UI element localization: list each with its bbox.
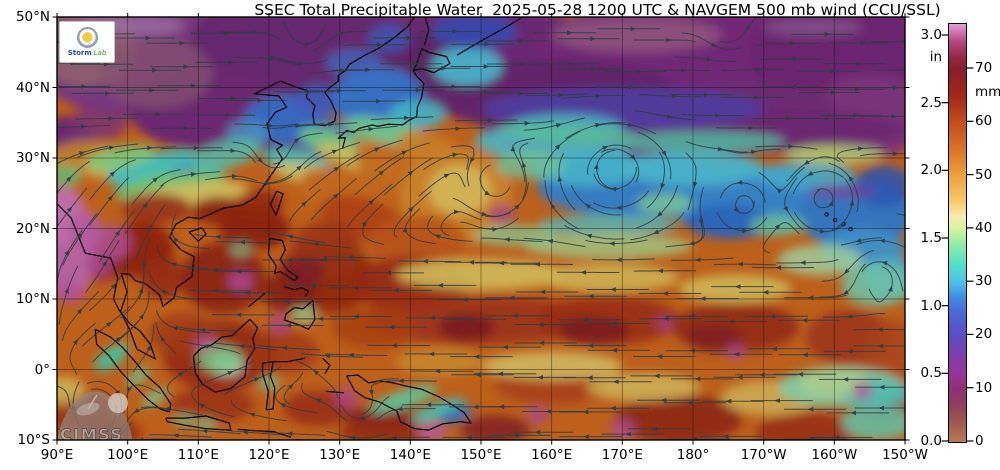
colorbar-in-tick-label: 1.5 bbox=[920, 230, 942, 246]
coastline-borneo bbox=[192, 318, 259, 393]
x-tick-label: 180° bbox=[676, 447, 710, 463]
y-tick-label: 40°N bbox=[15, 79, 50, 96]
x-tick-label: 150°E bbox=[460, 447, 502, 463]
storm-lab-text: Storm Lab bbox=[68, 50, 107, 57]
coastline-visayas bbox=[283, 285, 310, 298]
coastline-mindanao bbox=[283, 299, 316, 330]
x-tick-label: 160°W bbox=[811, 447, 858, 463]
y-tick-label: 10°S bbox=[17, 432, 51, 448]
x-tick-label: 90°E bbox=[40, 447, 74, 463]
colorbar-mm-tick-label: 60 bbox=[975, 113, 993, 130]
coastline-seram bbox=[326, 390, 344, 394]
coastline-halmahera bbox=[322, 357, 331, 375]
coastline-java bbox=[165, 415, 232, 431]
colorbar-in-tick-label: 1.0 bbox=[920, 297, 942, 314]
coastline-japan bbox=[337, 48, 451, 149]
x-tick-label: 100°E bbox=[107, 447, 149, 463]
colorbar-in-tick-label: 2.0 bbox=[920, 162, 942, 179]
island-point bbox=[848, 227, 853, 232]
y-tick-label: 50°N bbox=[15, 9, 50, 25]
university-seal-icon bbox=[76, 27, 98, 48]
colorbar-in-tick-label: 0.5 bbox=[920, 365, 942, 382]
island-point bbox=[824, 212, 829, 217]
x-tick-label: 170°W bbox=[740, 447, 787, 463]
colorbar-in-tick-label: 2.5 bbox=[920, 94, 942, 111]
cimss-watermark-text: CIMSS bbox=[60, 425, 123, 444]
tpw-field: CIMSS bbox=[57, 17, 905, 444]
coastline-palawan bbox=[248, 292, 266, 308]
x-tick-label: 110°E bbox=[177, 447, 219, 463]
y-tick-label: 20°N bbox=[15, 220, 50, 237]
x-tick-label: 150°W bbox=[882, 447, 928, 463]
colorbar-mm-tick-label: 70 bbox=[975, 60, 993, 77]
coastline-sakhalin bbox=[423, 17, 430, 46]
colorbar-mm-unit: mm bbox=[975, 84, 1000, 101]
colorbar-mm-tick-label: 30 bbox=[975, 273, 993, 290]
coastline-hainan bbox=[188, 227, 207, 242]
colorbar-in-unit: in bbox=[929, 49, 942, 65]
coastline-sulawesi bbox=[262, 361, 276, 411]
coastline-taiwan bbox=[269, 190, 284, 216]
colorbar-mm-tick-label: 50 bbox=[975, 166, 993, 183]
coastline-kuril bbox=[456, 17, 524, 56]
wind-streamlines bbox=[57, 17, 905, 440]
storm-lab-word1: Storm bbox=[67, 49, 92, 57]
colorbar bbox=[948, 23, 967, 443]
colorbar-in-tick-label: 0.0 bbox=[920, 433, 942, 449]
island-point bbox=[832, 217, 838, 223]
colorbar-in-tick-label: 3.0 bbox=[920, 27, 942, 43]
figure-title: SSEC Total Precipitable Water 2025-05-28… bbox=[254, 1, 941, 19]
coastline-lesser_sunda bbox=[237, 428, 292, 438]
x-tick-label: 120°E bbox=[248, 447, 290, 463]
x-tick-label: 170°E bbox=[601, 447, 643, 463]
storm-lab-word2: Lab bbox=[93, 49, 107, 57]
x-tick-label: 130°E bbox=[319, 447, 361, 463]
colorbar-mm-tick-label: 40 bbox=[975, 219, 993, 236]
coastline-sumatra bbox=[94, 328, 172, 413]
colorbar-mm-tick-label: 0 bbox=[975, 433, 984, 449]
cimss-watermark: CIMSS bbox=[57, 391, 133, 444]
colorbar-mm-tick-label: 20 bbox=[975, 326, 993, 343]
coastline-luzon bbox=[267, 237, 299, 282]
coastline-asia bbox=[57, 17, 416, 360]
y-tick-label: 0° bbox=[34, 361, 50, 378]
storm-lab-logo: Storm Lab bbox=[59, 21, 115, 63]
y-tick-label: 30°N bbox=[15, 150, 50, 166]
y-tick-label: 10°N bbox=[15, 291, 50, 307]
coastline-sulawesi_arm bbox=[273, 357, 306, 363]
x-tick-label: 160°E bbox=[531, 447, 573, 463]
x-tick-label: 140°E bbox=[389, 447, 431, 463]
colorbar-mm-tick-label: 10 bbox=[975, 379, 993, 396]
